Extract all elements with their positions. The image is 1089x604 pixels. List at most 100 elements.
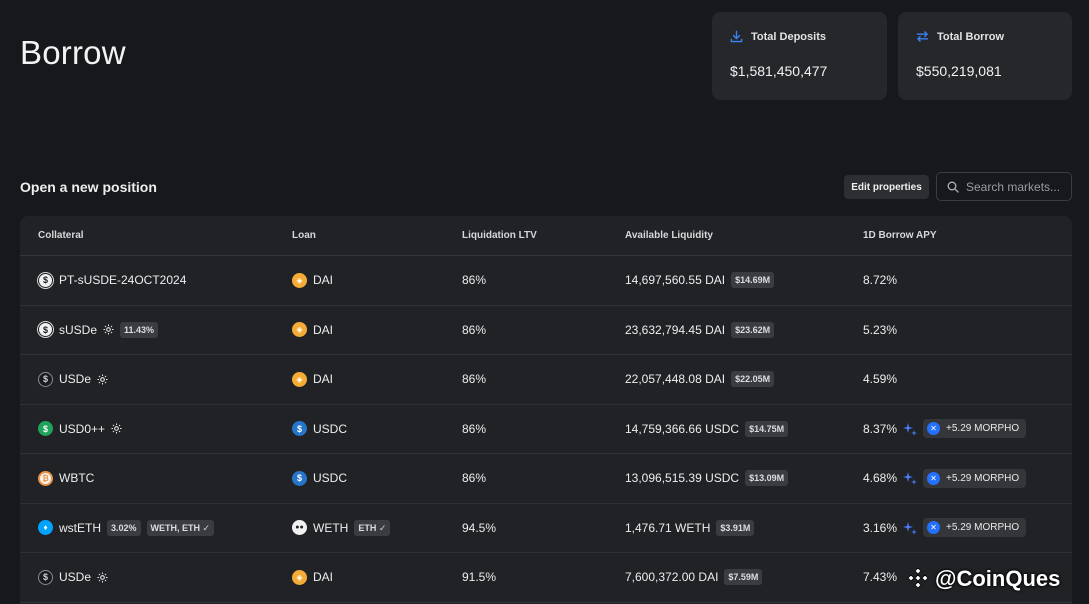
search-box[interactable] — [936, 172, 1072, 201]
liquidity-usd-badge: $14.69M — [731, 272, 775, 289]
morpho-icon: ✕ — [927, 471, 941, 485]
check-icon: ✓ — [202, 522, 211, 533]
total-deposits-card: Total Deposits $1,581,450,477 — [712, 12, 887, 100]
liquidation-ltv: 91.5% — [462, 570, 497, 585]
liquidity-usd-badge: $7.59M — [724, 569, 763, 586]
table-header: Collateral Loan Liquidation LTV Availabl… — [20, 216, 1072, 256]
liquidity-usd-badge: $13.09M — [745, 470, 789, 487]
collateral-name: sUSDe — [59, 322, 98, 337]
morpho-reward-badge[interactable]: ✕ +5.29 MORPHO — [923, 419, 1027, 439]
table-row[interactable]: ₿ WBTC $ USDC 86% 13,096,515.39 USDC $13… — [20, 454, 1072, 504]
table-row[interactable]: $ USDe ◈ DAI 86% 22,057,448.08 DAI $22.0… — [20, 355, 1072, 405]
table-row[interactable]: $ USDe ◈ DAI 91.5% 7,600,372.00 DAI $7.5… — [20, 553, 1072, 603]
total-borrow-value: $550,219,081 — [916, 63, 1002, 79]
morpho-reward-badge[interactable]: ✕ +5.29 MORPHO — [923, 468, 1027, 488]
susde-token-icon: $ — [38, 322, 53, 338]
collateral-name: USDe — [59, 570, 92, 585]
wsteth-token-icon: ♦ — [38, 520, 53, 536]
sun-icon[interactable] — [111, 423, 122, 434]
liquidity-usd-badge: $3.91M — [716, 519, 755, 536]
usdc-token-icon: $ — [292, 421, 307, 437]
borrow-apy: 8.72% — [863, 273, 898, 288]
borrow-apy: 5.23% — [863, 322, 898, 337]
total-borrow-label: Total Borrow — [937, 30, 1005, 43]
header-available-liquidity[interactable]: Available Liquidity — [625, 230, 713, 241]
header-borrow-apy[interactable]: 1D Borrow APY — [863, 230, 937, 241]
loan-name: DAI — [313, 322, 334, 337]
liquidity-usd-badge: $22.05M — [731, 371, 775, 388]
loan-name: DAI — [313, 273, 334, 288]
borrow-apy: 4.68% — [863, 471, 898, 486]
edit-properties-button[interactable]: Edit properties — [844, 175, 929, 199]
loan-name: USDC — [313, 471, 348, 486]
loan-name: DAI — [313, 372, 334, 387]
reward-text: +5.29 MORPHO — [946, 472, 1020, 484]
usdc-token-icon: $ — [292, 470, 307, 486]
check-icon: ✓ — [378, 522, 387, 533]
collateral-name: USD0++ — [59, 421, 106, 436]
loan-name: WETH — [313, 520, 349, 535]
borrow-apy: 8.37% — [863, 421, 898, 436]
available-liquidity: 14,697,560.55 DAI — [625, 273, 726, 288]
table-row[interactable]: $ sUSDe 11.43% ◈ DAI 86% 23,632,794.45 D… — [20, 306, 1072, 355]
sparkle-icon — [903, 422, 918, 436]
morpho-icon: ✕ — [927, 521, 941, 535]
search-icon — [947, 181, 959, 193]
sun-icon[interactable] — [97, 374, 108, 385]
dai-token-icon: ◈ — [292, 322, 307, 338]
liquidity-usd-badge: $14.75M — [745, 420, 789, 437]
morpho-reward-badge[interactable]: ✕ +5.29 MORPHO — [923, 518, 1027, 538]
table-row[interactable]: ♦ wstETH 3.02% WETH, ETH ✓ ●● WETH ETH ✓… — [20, 504, 1072, 553]
usde-token-icon: $ — [38, 569, 53, 585]
liquidation-ltv: 86% — [462, 322, 487, 337]
available-liquidity: 7,600,372.00 DAI — [625, 570, 719, 585]
loan-oracle-badge: ETH ✓ — [354, 519, 391, 536]
pt-susde-token-icon: $ — [38, 272, 53, 288]
available-liquidity: 22,057,448.08 DAI — [625, 372, 726, 387]
dai-token-icon: ◈ — [292, 272, 307, 288]
search-input[interactable] — [966, 179, 1066, 194]
header-collateral[interactable]: Collateral — [38, 230, 84, 241]
liquidation-ltv: 94.5% — [462, 520, 497, 535]
page-title: Borrow — [20, 34, 126, 71]
header-loan[interactable]: Loan — [292, 230, 316, 241]
morpho-icon: ✕ — [927, 422, 941, 436]
collateral-name: WBTC — [59, 471, 95, 486]
header-liquidation-ltv[interactable]: Liquidation LTV — [462, 230, 537, 241]
liquidation-ltv: 86% — [462, 273, 487, 288]
sun-icon[interactable] — [103, 324, 114, 335]
weth-token-icon: ●● — [292, 520, 307, 536]
dai-token-icon: ◈ — [292, 371, 307, 387]
collateral-oracle-badge: WETH, ETH ✓ — [146, 519, 215, 536]
liquidity-usd-badge: $23.62M — [731, 321, 775, 338]
borrow-apy: 3.16% — [863, 520, 898, 535]
liquidation-ltv: 86% — [462, 421, 487, 436]
liquidation-ltv: 86% — [462, 471, 487, 486]
borrow-apy: 7.43% — [863, 570, 898, 585]
collateral-name: wstETH — [59, 520, 101, 535]
collateral-yield-badge: 11.43% — [120, 321, 159, 338]
collateral-name: USDe — [59, 372, 92, 387]
total-deposits-label: Total Deposits — [751, 30, 826, 43]
loan-name: USDC — [313, 421, 348, 436]
table-row[interactable]: $ USD0++ $ USDC 86% 14,759,366.66 USDC $… — [20, 405, 1072, 454]
wbtc-token-icon: ₿ — [38, 470, 53, 486]
table-row[interactable]: $ PT-sUSDE-24OCT2024 ◈ DAI 86% 14,697,56… — [20, 256, 1072, 306]
swap-arrows-icon — [916, 31, 929, 42]
usd0-token-icon: $ — [38, 421, 53, 437]
total-borrow-card: Total Borrow $550,219,081 — [898, 12, 1072, 100]
usde-token-icon: $ — [38, 371, 53, 387]
sparkle-icon — [903, 521, 918, 535]
sun-icon[interactable] — [97, 572, 108, 583]
loan-name: DAI — [313, 570, 334, 585]
available-liquidity: 13,096,515.39 USDC — [625, 471, 740, 486]
collateral-name: PT-sUSDE-24OCT2024 — [59, 273, 187, 288]
available-liquidity: 23,632,794.45 DAI — [625, 322, 726, 337]
borrow-apy: 4.59% — [863, 372, 898, 387]
available-liquidity: 14,759,366.66 USDC — [625, 421, 740, 436]
liquidation-ltv: 86% — [462, 372, 487, 387]
section-title: Open a new position — [20, 179, 157, 195]
available-liquidity: 1,476.71 WETH — [625, 520, 711, 535]
reward-text: +5.29 MORPHO — [946, 423, 1020, 435]
